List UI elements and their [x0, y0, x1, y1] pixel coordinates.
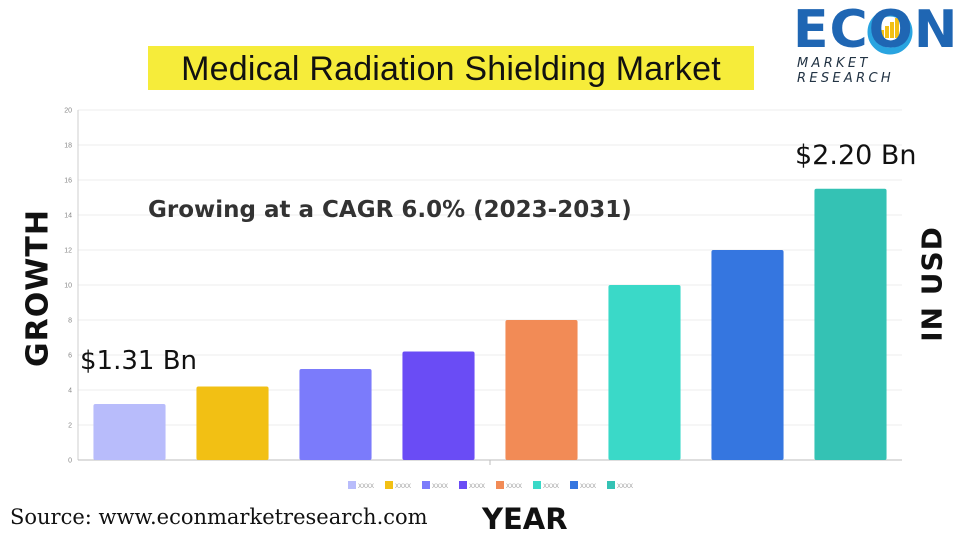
y-tick-label: 6: [68, 353, 72, 360]
start-value-annotation: $1.31 Bn: [80, 346, 198, 376]
legend-label: XXXX: [617, 484, 633, 490]
y-tick-label: 12: [64, 248, 72, 255]
chart-title: Medical Radiation Shielding Market: [181, 50, 721, 88]
legend-label: XXXX: [580, 484, 596, 490]
legend-swatch: [496, 481, 504, 489]
right-axis-label: IN USD: [915, 226, 949, 342]
y-tick-label: 8: [68, 318, 72, 325]
legend-swatch: [348, 481, 356, 489]
x-axis-label: YEAR: [482, 502, 568, 536]
legend-swatch: [459, 481, 467, 489]
title-highlight: Medical Radiation Shielding Market: [148, 46, 754, 90]
y-tick-label: 16: [64, 178, 72, 185]
legend-swatch: [385, 481, 393, 489]
y-tick-label: 10: [64, 283, 72, 290]
bar: [608, 285, 681, 460]
legend-swatch: [533, 481, 541, 489]
legend-label: XXXX: [469, 484, 485, 490]
bar: [402, 351, 475, 460]
y-tick-label: 0: [68, 458, 72, 465]
source-text: Source: www.econmarketresearch.com: [10, 505, 428, 529]
legend-swatch: [422, 481, 430, 489]
y-tick-label: 20: [64, 108, 72, 115]
legend-label: XXXX: [543, 484, 559, 490]
econ-logo: ECON MARKET RESEARCH: [793, 0, 973, 86]
end-value-annotation: $2.20 Bn: [795, 140, 917, 171]
y-tick-label: 14: [64, 213, 72, 220]
bar: [711, 250, 784, 460]
bar: [814, 188, 887, 460]
left-axis-label: GROWTH: [20, 209, 56, 367]
logo-chart-icon: [867, 9, 913, 55]
bar: [93, 404, 166, 460]
bar: [505, 320, 578, 460]
y-tick-label: 2: [68, 423, 72, 430]
y-tick-label: 18: [64, 143, 72, 150]
legend-swatch: [607, 481, 615, 489]
legend-label: XXXX: [395, 484, 411, 490]
bar: [196, 386, 269, 460]
cagr-annotation: Growing at a CAGR 6.0% (2023-2031): [148, 197, 632, 223]
logo-text: ECON: [793, 0, 959, 60]
legend-swatch: [570, 481, 578, 489]
legend-label: XXXX: [432, 484, 448, 490]
y-tick-label: 4: [68, 388, 72, 395]
logo-subtitle: MARKET RESEARCH: [797, 56, 894, 86]
bar: [299, 369, 372, 460]
legend-label: XXXX: [358, 484, 374, 490]
legend-label: XXXX: [506, 484, 522, 490]
